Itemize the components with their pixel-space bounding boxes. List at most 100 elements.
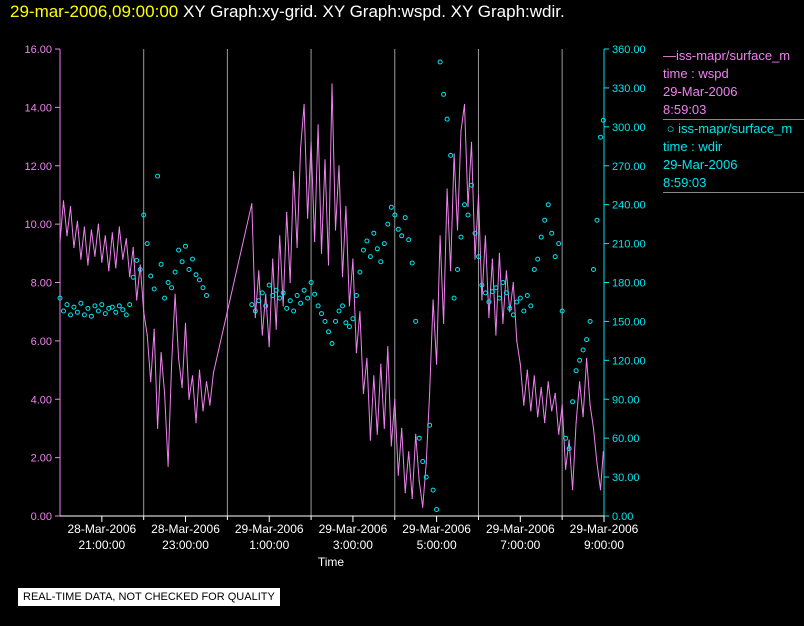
legend-wdir: ○ iss-mapr/surface_m time : wdir 29-Mar-…	[663, 120, 804, 193]
wdir-point	[510, 312, 516, 318]
wdir-point	[165, 280, 171, 285]
wdir-point	[263, 303, 269, 309]
wdir-point	[68, 312, 73, 318]
y-left-tick-label: 14.00	[24, 102, 52, 114]
x-tick-label-date: 29-Mar-2006	[235, 522, 304, 536]
y-right-tick-label: 120.00	[612, 355, 646, 367]
x-tick-label-time: 3:00:00	[333, 538, 373, 552]
wdir-point	[577, 357, 583, 363]
wspd-point	[136, 299, 138, 301]
wdir-point	[186, 267, 192, 272]
y-left-tick-label: 12.00	[24, 161, 52, 173]
wspd-point	[575, 422, 577, 424]
wdir-point	[88, 313, 94, 319]
y-left-tick-label: 0.00	[31, 511, 52, 523]
wspd-point	[484, 235, 486, 237]
wspd-point	[178, 357, 180, 359]
wspd-point	[265, 293, 267, 295]
wspd-point	[369, 439, 371, 441]
wdir-point	[123, 312, 129, 318]
wdir-point	[120, 307, 126, 313]
wspd-point	[554, 392, 556, 394]
wspd-point	[568, 439, 570, 441]
wdir-point	[259, 290, 265, 296]
wdir-point	[176, 247, 182, 253]
wdir-point	[600, 117, 606, 123]
wspd-point	[129, 276, 131, 278]
wdir-point	[127, 302, 133, 308]
x-tick-label-time: 9:00:00	[584, 538, 624, 552]
wspd-point	[122, 258, 124, 260]
wdir-point	[455, 267, 460, 272]
wdir-point	[57, 295, 63, 301]
wdir-point	[528, 303, 534, 309]
wdir-point	[374, 246, 380, 252]
wspd-point	[429, 392, 431, 394]
wdir-point	[542, 217, 548, 223]
wspd-point	[80, 258, 82, 260]
wdir-point	[482, 290, 488, 296]
wdir-point	[434, 507, 440, 512]
header: 29-mar-2006,09:00:00 XY Graph:xy-grid. X…	[10, 2, 565, 22]
wdir-point	[193, 272, 199, 278]
wdir-point	[280, 290, 286, 296]
wspd-point	[526, 369, 528, 371]
wdir-point	[364, 238, 370, 244]
wdir-point	[333, 318, 338, 324]
wspd-point	[307, 217, 309, 219]
y-right-tick-label: 270.00	[612, 161, 646, 173]
wspd-point	[171, 363, 173, 365]
wdir-point	[594, 217, 600, 223]
wspd-point	[540, 387, 542, 389]
vertical-grid	[143, 49, 563, 516]
wdir-point	[169, 285, 175, 291]
wdir-point	[64, 302, 70, 308]
wspd-point	[164, 392, 166, 394]
wspd-point	[115, 267, 117, 269]
wdir-point	[99, 302, 105, 308]
wspd-point	[261, 334, 263, 336]
wdir-point	[109, 304, 115, 310]
wspd-point	[397, 474, 399, 476]
wspd-point	[422, 506, 424, 508]
wdir-point	[598, 134, 603, 140]
wdir-point	[134, 257, 140, 263]
wdir-point	[399, 233, 405, 239]
wspd-point	[380, 363, 382, 365]
x-tick-label-date: 28-Mar-2006	[151, 522, 220, 536]
wspd-point	[146, 334, 148, 336]
wdir-point	[489, 289, 495, 295]
wdir-point	[427, 422, 433, 428]
wspd-point	[314, 241, 316, 243]
wdir-point	[381, 241, 387, 247]
wdir-point	[517, 295, 523, 301]
wdir-point	[514, 299, 520, 305]
wdir-point	[95, 308, 101, 314]
wspd-point	[76, 220, 78, 222]
wdir-point	[406, 237, 412, 243]
wspd-point	[488, 316, 490, 319]
wdir-point	[430, 487, 436, 493]
wspd-point	[125, 238, 127, 240]
y-right-tick-label: 0.00	[612, 511, 633, 523]
y-right-tick-label: 60.00	[612, 433, 640, 445]
wspd-point	[404, 492, 406, 494]
wdir-point	[81, 312, 87, 318]
wdir-point	[92, 303, 98, 309]
wdir-point	[144, 241, 150, 247]
wdir-point	[343, 320, 349, 326]
wdir-point	[350, 316, 356, 322]
wdir-point	[413, 318, 419, 324]
wspd-point	[83, 226, 85, 228]
wdir-point	[556, 241, 562, 247]
wspd-point	[453, 153, 455, 155]
wspd-point	[118, 226, 120, 228]
y-right-tick-label: 180.00	[612, 278, 646, 290]
wdir-point	[521, 308, 527, 314]
wspd-point	[463, 103, 466, 106]
wdir-point	[71, 304, 77, 310]
wspd-point	[362, 392, 364, 394]
y-left-tick-label: 8.00	[31, 278, 52, 290]
wspd-point	[509, 311, 511, 313]
wspd-point	[132, 246, 134, 249]
